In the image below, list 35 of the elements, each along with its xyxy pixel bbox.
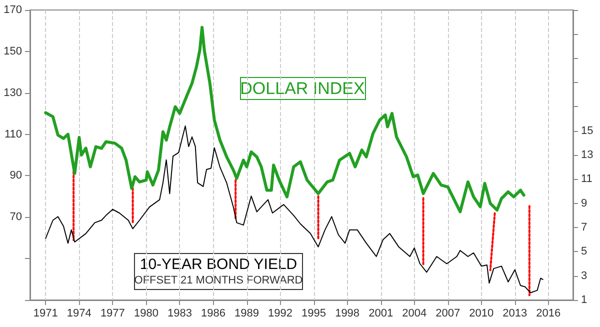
x-tick-label: 1974 xyxy=(66,308,92,320)
x-tick-label: 1983 xyxy=(167,308,192,320)
x-tick-label: 1977 xyxy=(100,308,125,320)
line-series xyxy=(45,126,544,294)
y-tick-label: 70 xyxy=(10,211,22,224)
x-tick-label: 2004 xyxy=(402,308,427,320)
y2-tick-label: 15 xyxy=(581,124,594,137)
y-tick-label: 90 xyxy=(10,170,22,182)
y2-tick-label: 7 xyxy=(581,222,588,234)
x-tick-label: 2010 xyxy=(469,308,494,320)
x-tick-label: 1986 xyxy=(200,308,226,320)
x-tick-label: 2013 xyxy=(502,308,528,320)
x-tick-label: 1995 xyxy=(302,308,326,320)
y2-tick-label: 11 xyxy=(581,173,592,186)
y-tick-label: 130 xyxy=(4,86,22,99)
x-tick-label: 2001 xyxy=(368,308,394,320)
x-tick-label: 2007 xyxy=(436,308,460,320)
line-series xyxy=(44,26,526,214)
annotation: OFFSET 21 MONTHS FORWARD xyxy=(134,274,303,286)
x-tick-label: 1992 xyxy=(268,308,293,320)
series-label: 10-YEAR BOND YIELD xyxy=(140,256,298,273)
y2-tick-label: 5 xyxy=(581,246,588,258)
x-tick-label: 1998 xyxy=(335,308,360,320)
x-tick-label: 1980 xyxy=(134,308,158,320)
y2-tick-label: 3 xyxy=(581,270,588,282)
y-tick-label: 150 xyxy=(4,45,22,58)
series-label: DOLLAR INDEX xyxy=(240,79,365,98)
x-tick-label: 1971 xyxy=(33,308,58,320)
y2-tick-label: 13 xyxy=(581,149,594,161)
y-tick-label: 170 xyxy=(4,4,22,16)
x-tick-label: 1989 xyxy=(234,308,259,320)
y2-tick-label: 1 xyxy=(581,294,588,306)
y2-tick-label: 9 xyxy=(581,197,588,210)
y-tick-label: 110 xyxy=(4,128,22,140)
x-tick-label: 2016 xyxy=(536,308,561,320)
